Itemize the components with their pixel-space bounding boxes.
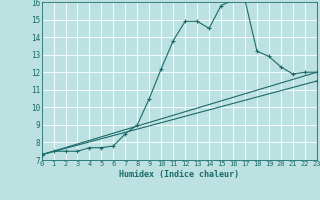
X-axis label: Humidex (Indice chaleur): Humidex (Indice chaleur)	[119, 170, 239, 179]
